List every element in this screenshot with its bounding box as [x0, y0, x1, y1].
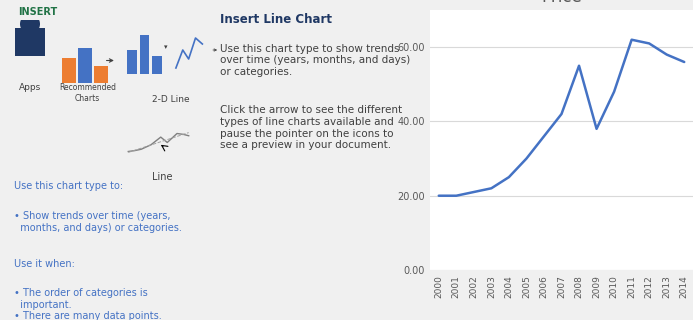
Bar [152, 56, 162, 74]
Text: Use this chart type to:: Use this chart type to: [14, 181, 123, 191]
Bar [140, 35, 150, 74]
Text: Use this chart type to show trends
over time (years, months, and days)
or catego: Use this chart type to show trends over … [220, 44, 410, 77]
Text: • Show trends over time (years,
  months, and days) or categories.: • Show trends over time (years, months, … [14, 211, 182, 233]
Bar [62, 58, 76, 83]
Ellipse shape [20, 14, 40, 34]
Text: Apps: Apps [19, 83, 41, 92]
Bar [15, 28, 45, 56]
Title: Price: Price [541, 0, 582, 6]
Text: Line: Line [152, 172, 173, 181]
Text: Click the arrow to see the different
types of line charts available and
pause th: Click the arrow to see the different typ… [220, 105, 402, 150]
Bar [94, 66, 108, 83]
Text: Recommended
Charts: Recommended Charts [59, 84, 116, 103]
Bar [78, 48, 92, 83]
Text: ▾: ▾ [164, 44, 168, 50]
Bar [127, 50, 137, 74]
Text: • The order of categories is
  important.
• There are many data points.: • The order of categories is important. … [14, 288, 161, 320]
FancyArrowPatch shape [213, 49, 216, 51]
FancyArrowPatch shape [107, 59, 113, 62]
Text: Use it when:: Use it when: [14, 259, 74, 269]
Text: INSERT: INSERT [19, 7, 58, 17]
Text: Insert Line Chart: Insert Line Chart [220, 13, 332, 26]
Text: 2-D Line: 2-D Line [152, 94, 190, 103]
